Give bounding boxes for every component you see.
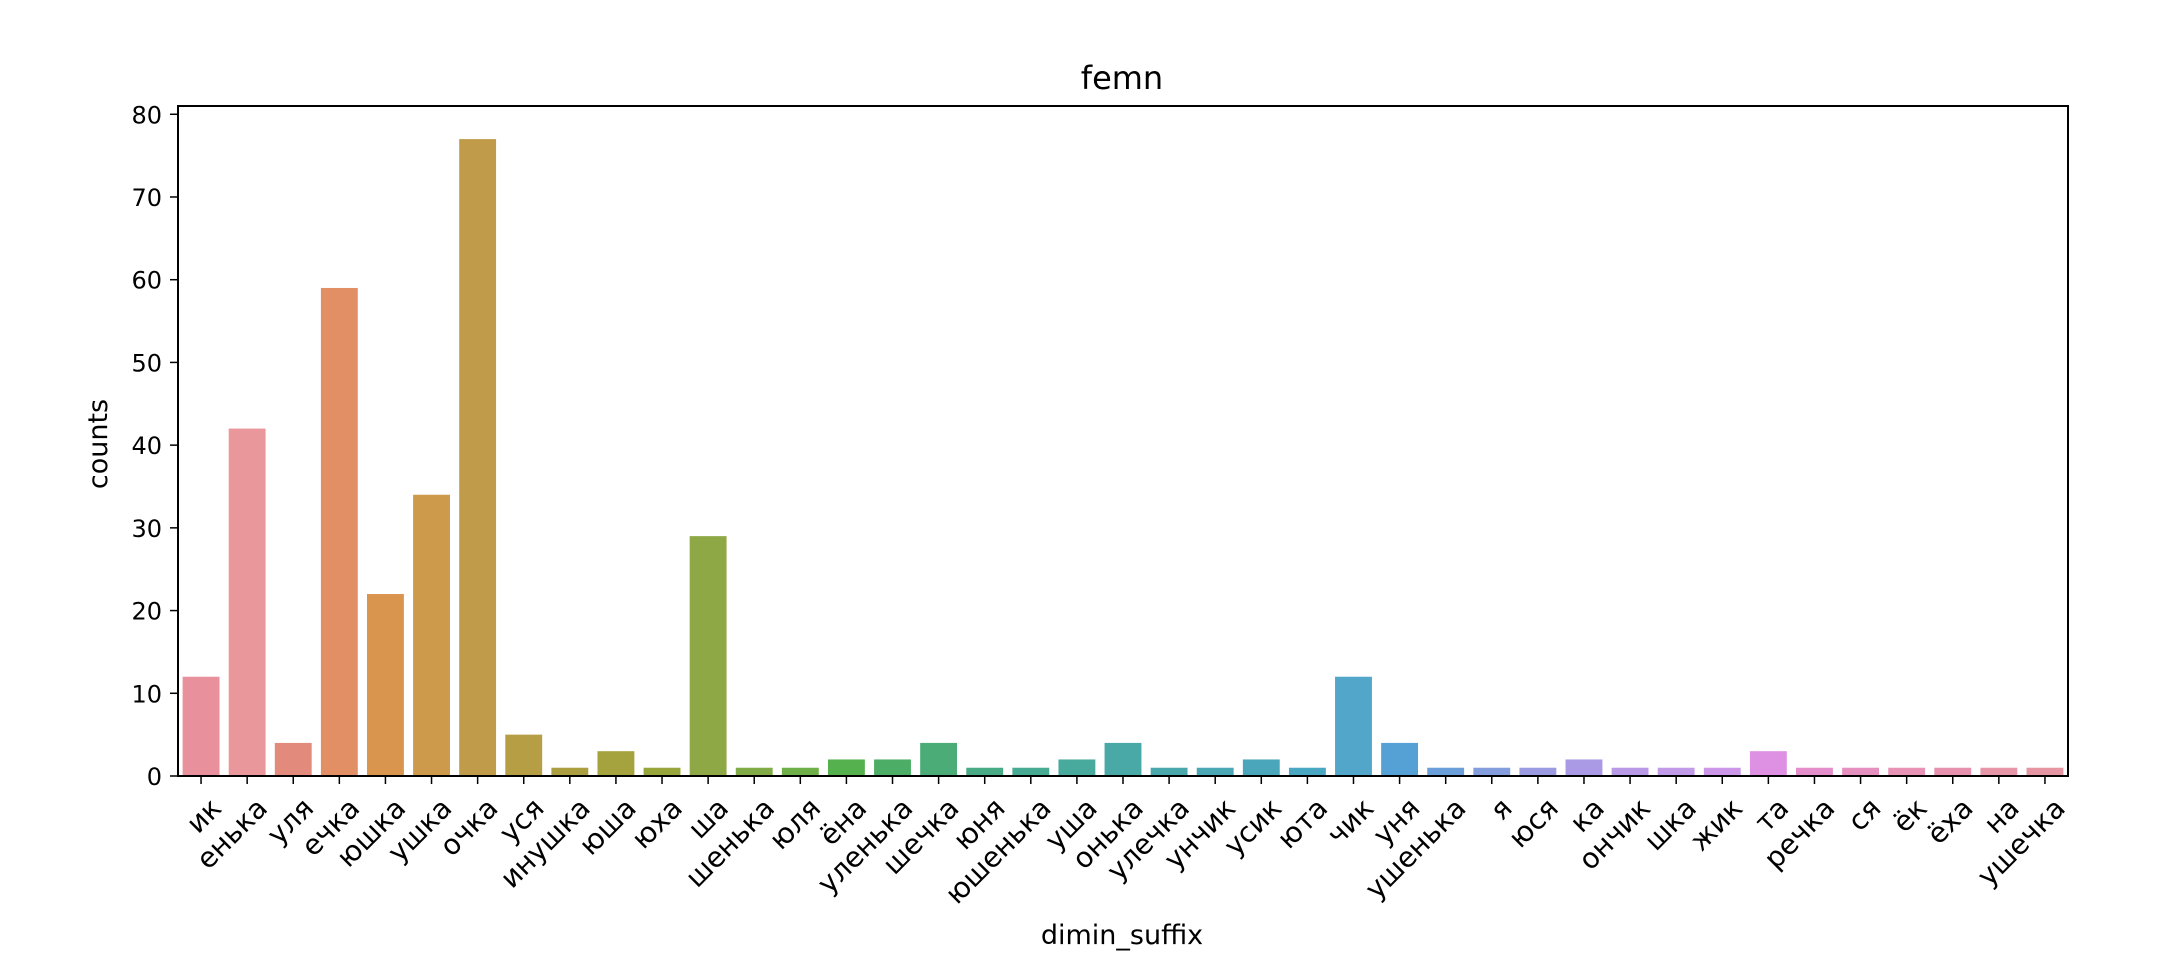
x-tick-label: ёха (1920, 791, 1979, 850)
bar-ушенька (1427, 767, 1465, 776)
bar-инушка (551, 767, 589, 776)
bar-речка (1796, 767, 1833, 776)
bar-ик (182, 676, 220, 776)
y-tick-label: 20 (131, 598, 162, 626)
x-tick-label: юха (625, 791, 689, 855)
plot-frame (177, 105, 2069, 777)
bar-я (1473, 767, 1511, 776)
bar-жик (1703, 767, 1741, 776)
bar-ушечка (2026, 767, 2064, 776)
bar-очка (459, 139, 497, 776)
bar-на (1980, 767, 2018, 776)
bar-уся (505, 734, 543, 776)
y-tick-label: 10 (131, 680, 162, 708)
bar-ся (1842, 767, 1879, 776)
bar-юля (781, 767, 819, 776)
bar-ша (689, 536, 727, 776)
bar-ончик (1611, 767, 1649, 776)
x-tick-label: жик (1683, 791, 1749, 857)
bar-шенька (735, 767, 773, 776)
x-tick-label: шенька (679, 791, 781, 893)
bar-уша (1058, 759, 1096, 776)
bar-юшенька (1012, 767, 1050, 776)
bar-усик (1242, 759, 1280, 776)
y-axis-title: counts (83, 399, 114, 489)
bar-уленька (874, 759, 911, 776)
bars-layer (182, 139, 2064, 776)
bar-ёха (1934, 767, 1972, 776)
bar-ёна (827, 759, 865, 776)
y-tick-label: 80 (131, 101, 162, 129)
bar-юшка (367, 594, 404, 776)
bar-шка (1657, 767, 1695, 776)
x-axis-title: dimin_suffix (1041, 920, 1203, 951)
y-tick-label: 40 (131, 432, 162, 460)
y-axis: 0 10 20 30 40 50 60 70 80 (131, 101, 178, 791)
x-tick-label: ся (1841, 791, 1887, 837)
bar-юта (1288, 767, 1326, 776)
bar-ка (1565, 759, 1603, 776)
bar-унчик (1196, 767, 1234, 776)
x-tick-label: чик (1320, 791, 1380, 851)
bar-улечка (1150, 767, 1188, 776)
bar-уня (1381, 742, 1419, 776)
y-tick-label: 50 (131, 349, 162, 377)
bar-енька (228, 428, 266, 776)
bar-юня (966, 767, 1004, 776)
bar-ечка (320, 287, 358, 776)
y-tick-label: 70 (131, 184, 162, 212)
bar-ёк (1888, 767, 1926, 776)
chart-title: femn (1081, 59, 1163, 97)
bar-шечка (920, 742, 958, 776)
y-tick-label: 30 (131, 515, 162, 543)
y-tick-label: 60 (131, 267, 162, 295)
bar-уля (274, 742, 312, 776)
bar-ушка (413, 494, 450, 776)
y-tick-label: 0 (147, 763, 162, 791)
x-axis: икенькауляечкаюшкаушкаочкаусяинушкаюшаюх… (180, 776, 2072, 910)
bar-та (1749, 751, 1787, 776)
bar-юша (597, 751, 635, 776)
bar-юся (1519, 767, 1557, 776)
bar-юха (643, 767, 681, 776)
bar-чик (1335, 676, 1372, 776)
bar-онька (1104, 742, 1142, 776)
x-tick-label: юся (1502, 791, 1565, 854)
